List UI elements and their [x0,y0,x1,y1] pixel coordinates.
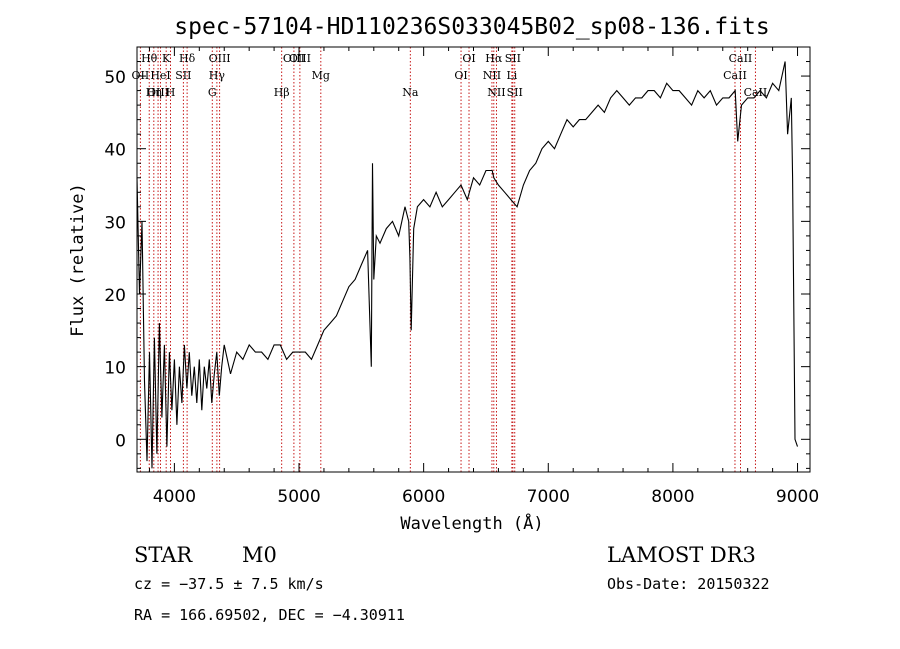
y-tick-label: 20 [104,286,126,306]
subclass-label: M0 [242,543,277,567]
spectrum-line [136,61,799,469]
line-marker-label: Hθ [141,52,158,65]
line-marker-label: OII [132,69,150,82]
line-marker-label: SII [505,52,521,65]
line-marker-label: Hγ [209,69,226,82]
line-marker-label: OIII [209,52,231,65]
line-marker-label: NII [487,86,505,99]
line-marker-label: Hβ [274,86,290,99]
x-axis-ticks: 4000 5000 6000 7000 8000 9000 [148,47,819,507]
line-marker-label: OI [462,52,475,65]
line-marker-label: H [166,86,176,99]
y-axis-ticks: 0 10 20 30 40 50 [104,61,810,469]
y-axis-label: Flux (relative) [68,183,88,337]
x-tick-label: 7000 [527,487,570,507]
line-marker-label: OIII [289,52,311,65]
line-marker-label: Na [402,86,419,99]
line-marker-label: Li [506,69,517,82]
y-tick-label: 50 [104,68,126,88]
line-marker-label: CaII [744,86,768,99]
line-marker-label: CaII [723,69,747,82]
line-marker-label: OIII [283,52,305,65]
x-tick-label: 8000 [651,487,694,507]
chart-title: spec-57104-HD110236S033045B02_sp08-136.f… [174,14,769,40]
line-marker-label: CaII [729,52,753,65]
line-marker-label: K [162,52,171,65]
class-label: STAR [134,543,193,567]
x-tick-label: 6000 [402,487,445,507]
y-tick-label: 10 [104,359,126,379]
coords-text: RA = 166.69502, DEC = −4.30911 [134,606,405,624]
obs-date-text: Obs-Date: 20150322 [607,575,770,593]
line-marker-label: SII [507,86,523,99]
survey-label: LAMOST DR3 [607,543,756,567]
x-tick-label: 4000 [153,487,196,507]
line-marker-label: Hα [485,52,503,65]
emission-line-markers [139,47,756,472]
line-marker-label: SII [175,69,191,82]
x-tick-label: 5000 [277,487,320,507]
redshift-text: cz = −37.5 ± 7.5 km/s [134,575,324,593]
line-marker-label: HeI [150,69,170,82]
x-tick-label: 9000 [776,487,819,507]
x-axis-label: Wavelength (Å) [400,512,543,534]
y-tick-label: 0 [115,431,126,451]
line-marker-label: OI [454,69,467,82]
y-tick-label: 30 [104,213,126,233]
line-marker-label: Mg [312,69,330,82]
plot-frame [136,46,811,473]
line-marker-label: Hη [146,86,162,99]
line-marker-label: Hδ [179,52,196,65]
line-marker-label: OIII [147,86,169,99]
y-tick-label: 40 [104,141,126,161]
line-marker-label: G [208,86,217,99]
line-marker-label: NII [483,69,501,82]
